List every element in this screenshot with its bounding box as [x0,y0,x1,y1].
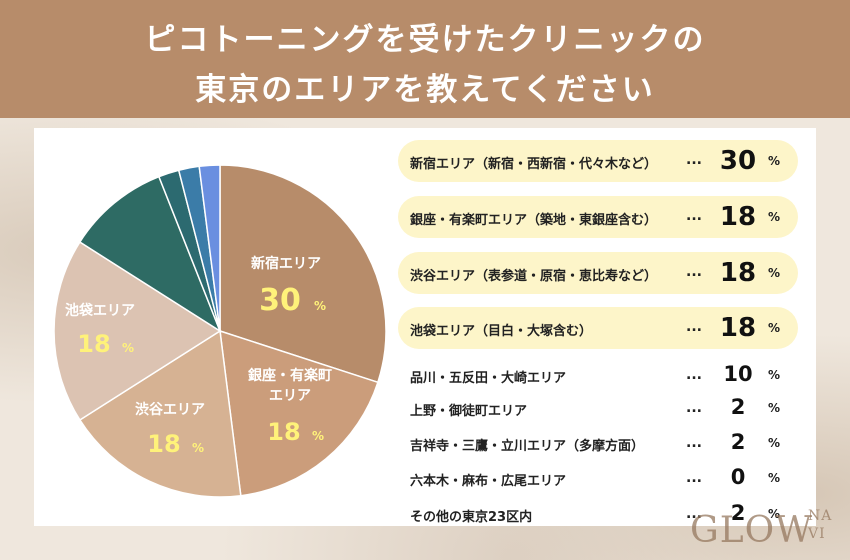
title-line-1: ピコトーニングを受けたクリニックの [144,22,706,58]
header-banner: ピコトーニングを受けたクリニックの 東京のエリアを教えてください [0,0,850,118]
highlight-pill [398,196,798,238]
legend-label: 銀座・有楽町エリア（築地・東銀座含む） [410,213,658,228]
legend-unit: % [768,266,781,280]
pie-slice [198,164,221,332]
pie-slice [78,329,242,498]
legend-dots: ... [686,506,702,522]
glow-navi-logo: GLOW NA VI [690,508,840,554]
legend-dots: ... [686,367,702,383]
slice-label-unit: % [122,341,134,355]
slice-label-unit: % [192,441,204,455]
logo-sup: NA [808,508,833,524]
slice-label-name: 池袋エリア [65,302,135,319]
legend-dots: ... [686,435,702,451]
pie-slice [53,241,222,421]
slice-label-name: エリア [269,388,311,404]
slice-label-name: 銀座・有楽町 [248,367,332,384]
legend-unit: % [768,507,781,521]
legend-label: 新宿エリア（新宿・西新宿・代々木など） [410,157,658,172]
legend-value: 10 [723,362,753,386]
legend-label: 渋谷エリア（表参道・原宿・恵比寿など） [410,269,658,284]
legend-unit: % [768,401,781,415]
legend-unit: % [768,471,781,485]
slice-label-value: 18 [77,330,110,358]
legend-unit: % [768,436,781,450]
legend-value: 2 [730,501,746,525]
pie-slice [219,164,387,384]
legend-label: 吉祥寺・三鷹・立川エリア（多摩方面） [410,439,645,454]
slice-label-name: 新宿エリア [251,255,321,272]
title-line-2: 東京のエリアを教えてください [195,72,655,108]
legend-label: 池袋エリア（目白・大塚含む） [410,324,593,339]
legend-value: 18 [719,202,757,232]
legend-label: 品川・五反田・大崎エリア [410,371,567,386]
legend-dots: ... [686,319,702,335]
legend-dots: ... [686,208,702,224]
legend-dots: ... [686,400,702,416]
slice-label-value: 18 [147,430,180,458]
legend-dots: ... [686,264,702,280]
legend-value: 2 [730,395,746,419]
legend-value: 30 [719,146,757,176]
slice-label-value: 30 [259,283,301,318]
legend-label: その他の東京23区内 [410,510,533,525]
slice-label-unit: % [314,299,326,313]
legend-value: 0 [730,465,746,489]
highlight-pill [398,140,798,182]
legend-unit: % [768,210,781,224]
pie-slice [78,175,222,333]
highlight-pill [398,307,798,349]
legend-label: 上野・御徒町エリア [410,404,528,419]
legend-value: 18 [719,258,757,288]
legend-unit: % [768,368,781,382]
pie-slice [219,329,379,497]
logo-main: GLOW [690,510,814,551]
slice-label-unit: % [312,429,324,443]
legend-label: 六本木・麻布・広尾エリア [410,474,567,489]
legend-dots: ... [686,470,702,486]
legend-dots: ... [686,152,702,168]
logo-sub: VI [808,526,826,542]
legend-value: 2 [730,430,746,454]
legend-unit: % [768,154,781,168]
highlight-pill [398,252,798,294]
slice-label-name: 渋谷エリア [135,401,205,418]
slice-label-value: 18 [267,418,300,446]
legend-value: 18 [719,313,757,343]
legend-unit: % [768,321,781,335]
